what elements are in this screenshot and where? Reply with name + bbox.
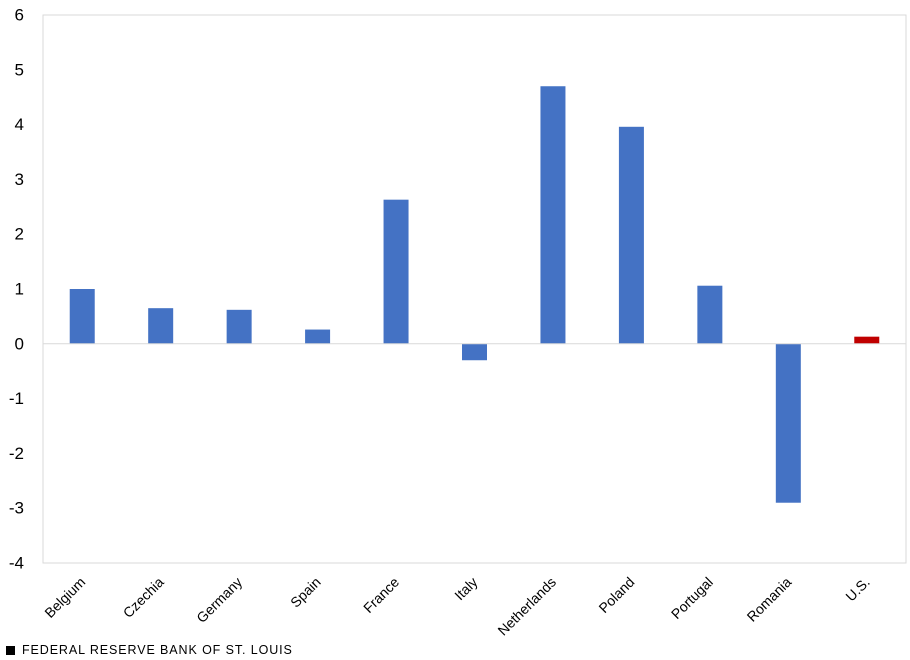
plot-frame [42, 14, 907, 564]
y-tick-label: 6 [15, 6, 24, 25]
bar-france [383, 199, 409, 344]
y-tick-label: 2 [15, 225, 24, 244]
x-category-labels: Belgium Czechia Germany Spain France Italy Net… [41, 574, 873, 639]
bar-portugal [697, 285, 723, 344]
square-icon [6, 645, 15, 655]
y-tick-label: 3 [15, 170, 24, 189]
bar-romania [775, 343, 801, 503]
y-tick-label: 0 [15, 334, 24, 353]
bar-spain [305, 329, 331, 344]
y-tick-labels: -4 -3 -2 -1 0 1 2 3 4 5 6 [9, 6, 24, 573]
bar-u-s [854, 336, 880, 344]
x-category-label: Belgium [41, 574, 88, 621]
x-category-label: U.S. [842, 574, 873, 605]
bar-belgium [69, 289, 95, 344]
y-tick-label: 4 [15, 115, 24, 134]
x-category-label: Italy [451, 574, 480, 603]
y-tick-label: -2 [9, 444, 24, 463]
bar-czechia [148, 308, 174, 344]
bar-italy [462, 343, 487, 361]
x-category-label: Poland [595, 574, 637, 616]
bars-group [69, 86, 880, 503]
source-label: FEDERAL RESERVE BANK OF ST. LOUIS [22, 643, 293, 657]
y-tick-label: -1 [9, 389, 24, 408]
footer-source: FEDERAL RESERVE BANK OF ST. LOUIS [6, 642, 293, 658]
bar-germany [226, 309, 252, 344]
x-category-label: Portugal [668, 574, 716, 622]
bar-netherlands [540, 86, 566, 344]
x-category-label: Romania [744, 574, 795, 625]
x-category-label: Germany [193, 574, 245, 626]
x-category-label: Spain [287, 574, 324, 611]
x-category-label: Netherlands [494, 574, 559, 639]
y-tick-label: 1 [15, 280, 24, 299]
y-tick-label: -4 [9, 554, 24, 573]
y-tick-label: -3 [9, 499, 24, 518]
y-tick-label: 5 [15, 60, 24, 79]
x-category-label: France [360, 574, 402, 616]
x-category-label: Czechia [120, 574, 167, 621]
bar-poland [618, 126, 644, 344]
